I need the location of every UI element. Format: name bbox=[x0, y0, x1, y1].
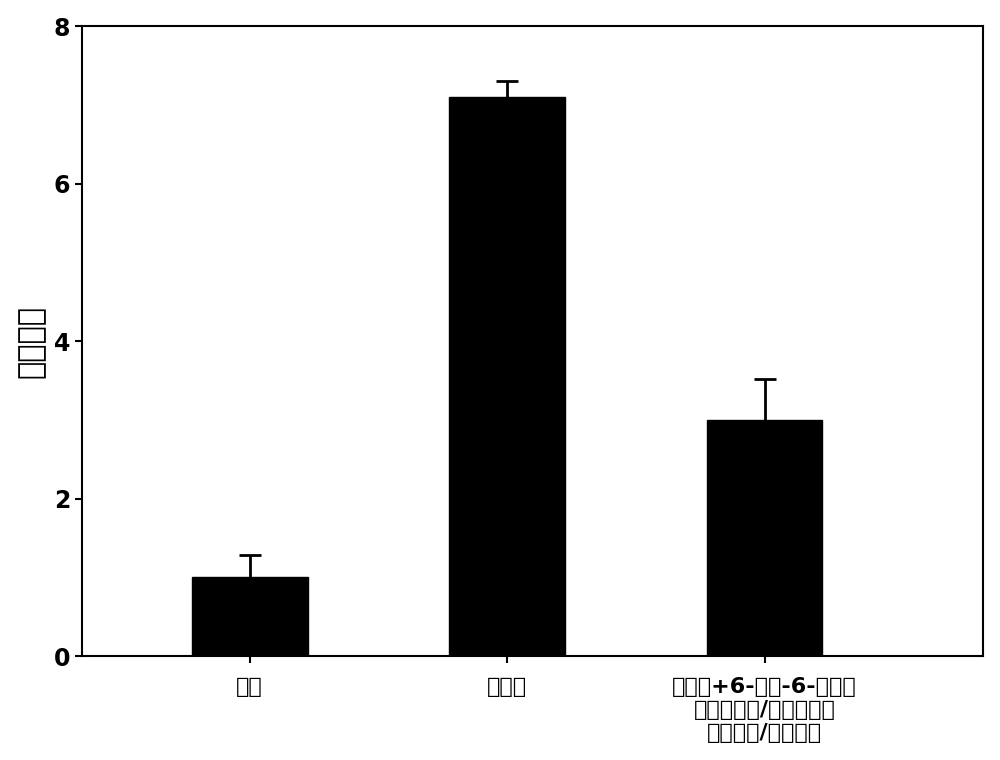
Bar bbox=[192, 578, 308, 656]
Bar bbox=[449, 97, 565, 656]
Y-axis label: 差异倍数: 差异倍数 bbox=[17, 305, 46, 378]
Bar bbox=[707, 420, 822, 656]
